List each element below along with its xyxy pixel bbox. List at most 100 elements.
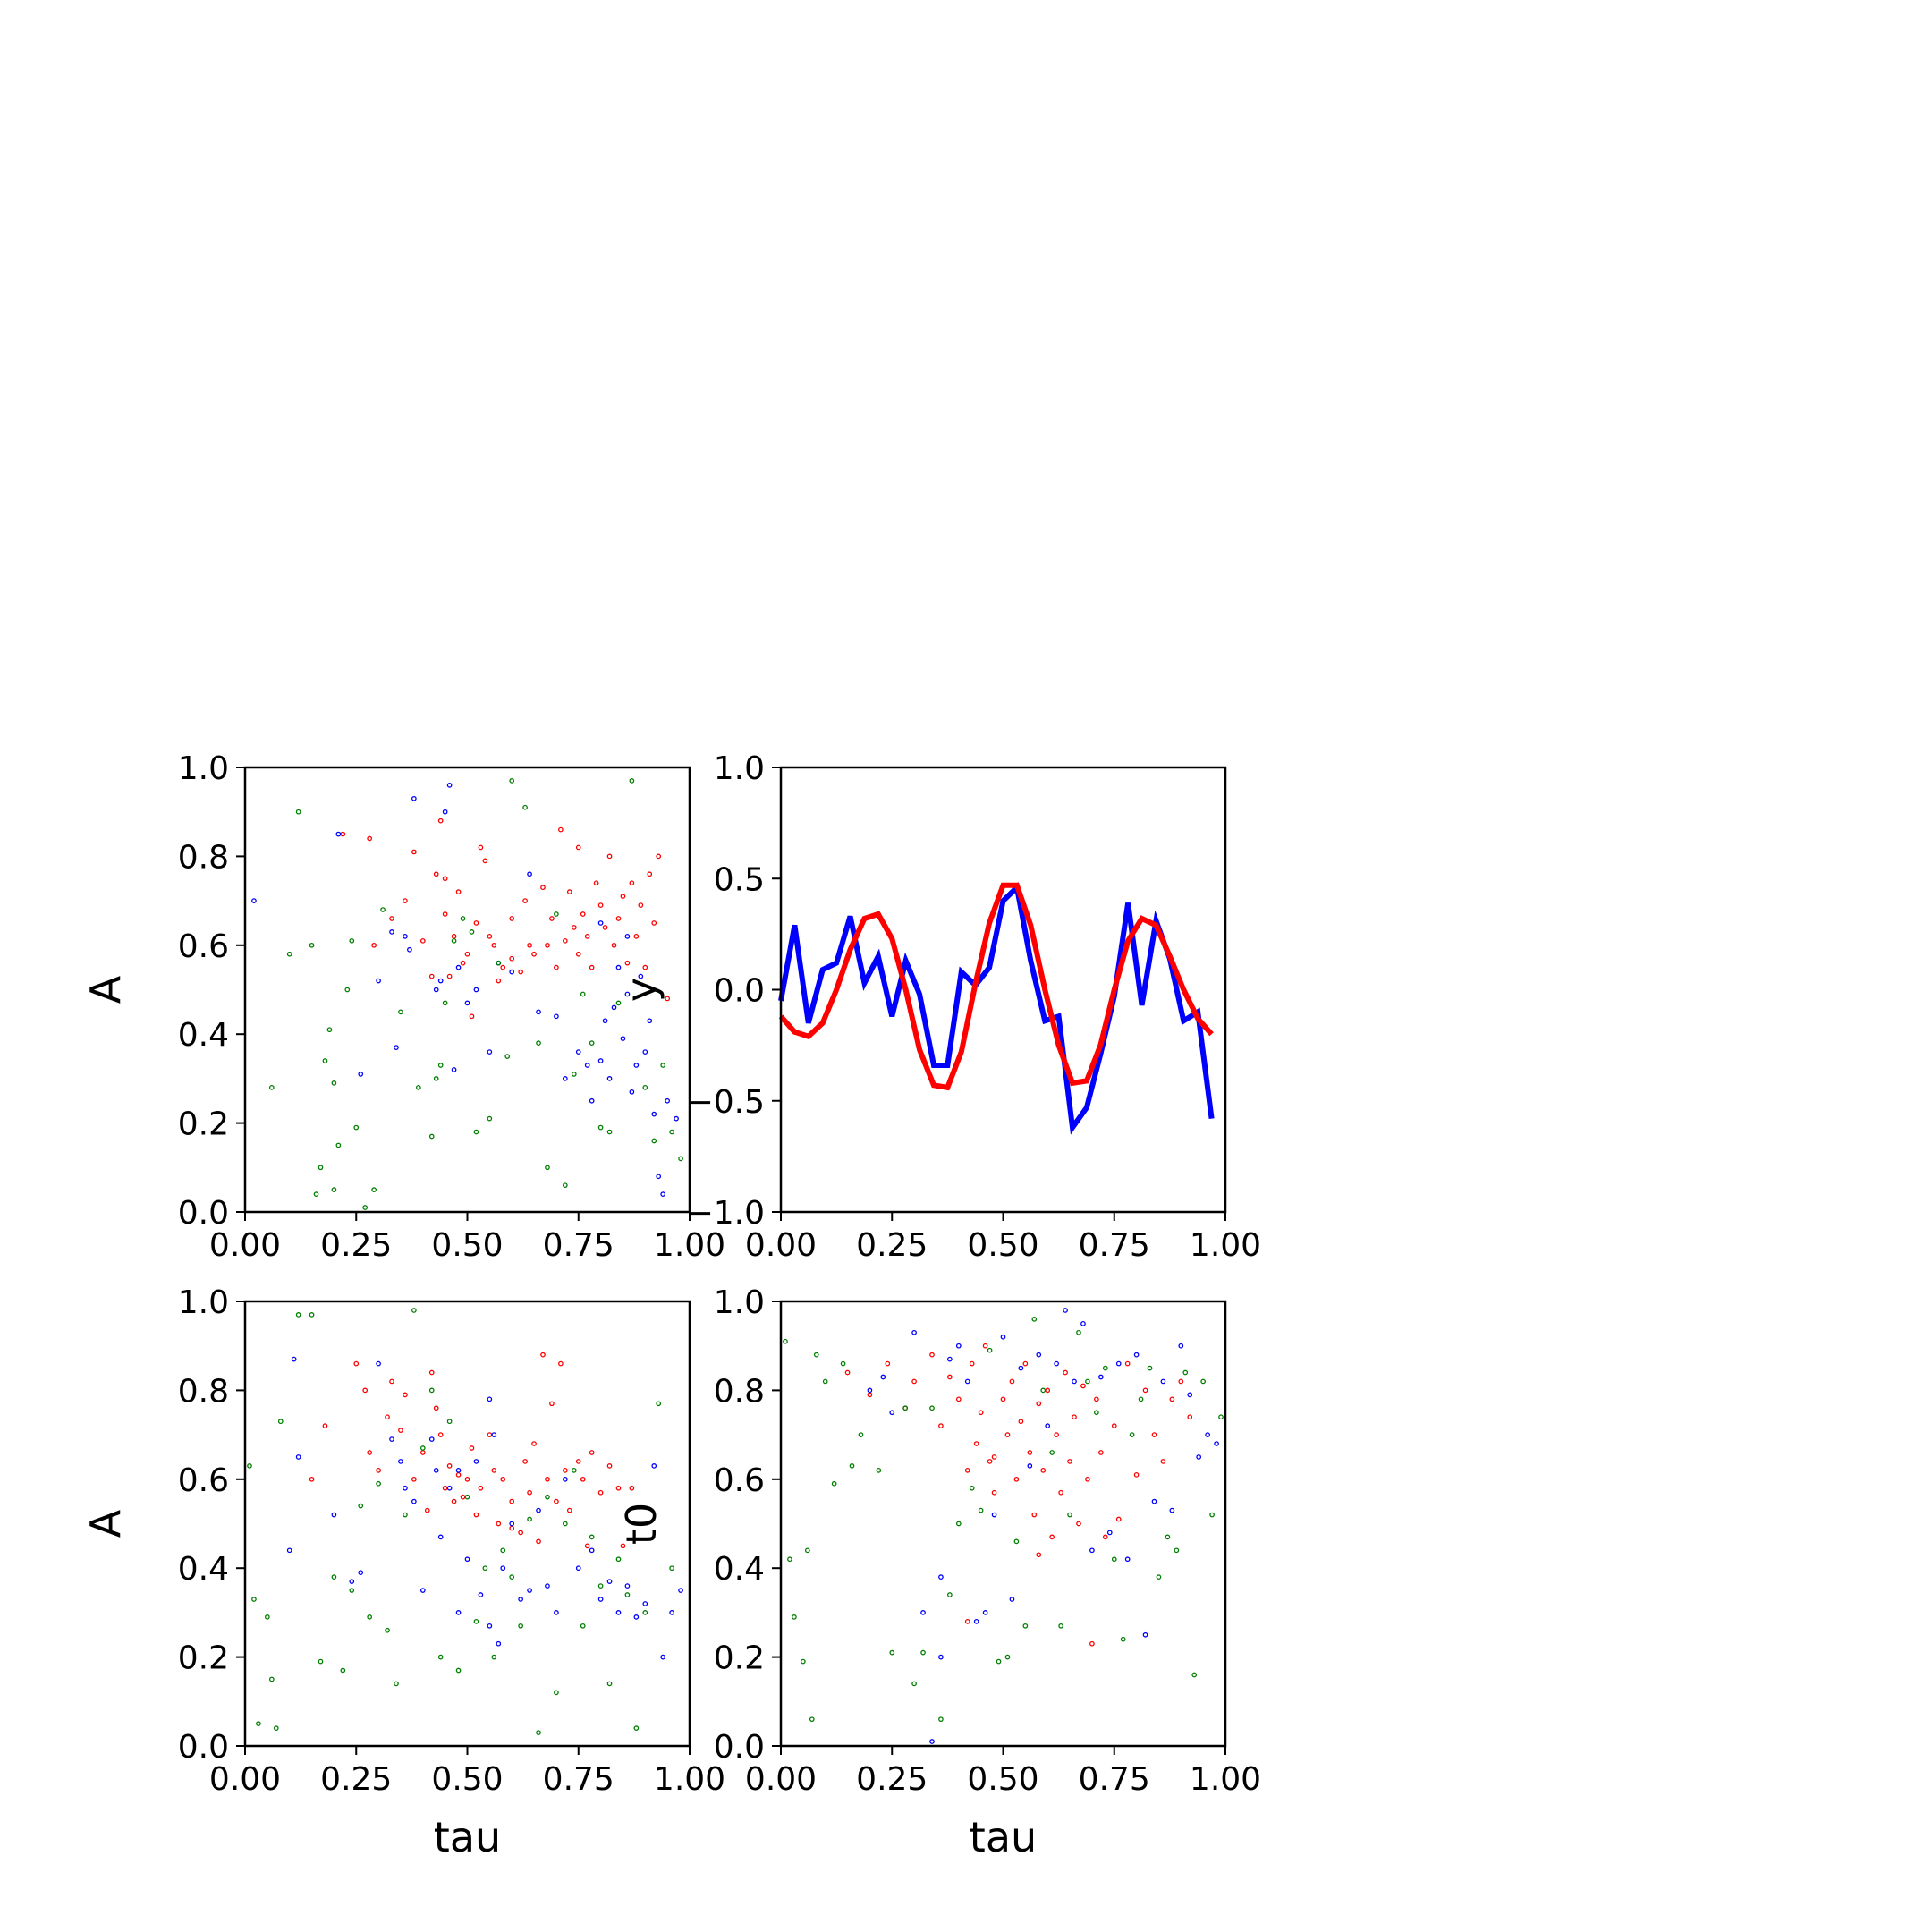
scatter-point-red bbox=[473, 920, 479, 926]
scatter-point-red bbox=[629, 880, 635, 886]
scatter-point-red bbox=[536, 1538, 541, 1545]
scatter-point-green bbox=[411, 1308, 417, 1313]
scatter-point-green bbox=[902, 1405, 909, 1411]
scatter-point-green bbox=[344, 987, 351, 993]
scatter-point-red bbox=[446, 1463, 453, 1469]
scatter-point-red bbox=[593, 880, 599, 886]
scatter-point-blue bbox=[487, 1396, 493, 1402]
x-tick-label: 0.50 bbox=[967, 1761, 1038, 1798]
scatter-point-blue bbox=[642, 1601, 648, 1606]
scatter-point-red bbox=[469, 1445, 475, 1451]
scatter-point-blue bbox=[527, 871, 532, 877]
scatter-point-green bbox=[840, 1360, 846, 1367]
scatter-point-green bbox=[398, 1009, 403, 1015]
scatter-point-green bbox=[509, 1574, 515, 1580]
scatter-point-red bbox=[322, 1423, 328, 1429]
scatter-point-green bbox=[642, 1610, 648, 1615]
scatter-point-green bbox=[831, 1480, 837, 1487]
scatter-point-red bbox=[428, 973, 435, 979]
scatter-point-blue bbox=[376, 1360, 381, 1367]
scatter-point-red bbox=[982, 1343, 988, 1349]
scatter-point-green bbox=[402, 1512, 408, 1518]
scatter-point-red bbox=[973, 1441, 979, 1446]
scatter-point-red bbox=[540, 885, 546, 891]
scatter-point-red bbox=[482, 858, 488, 864]
y-tick-label: 0.2 bbox=[178, 1640, 229, 1677]
scatter-point-red bbox=[522, 898, 528, 903]
scatter-point-blue bbox=[1106, 1530, 1113, 1536]
scatter-point-red bbox=[424, 1507, 430, 1513]
scatter-point-blue bbox=[455, 1610, 462, 1615]
scatter-point-red bbox=[1080, 1383, 1086, 1389]
scatter-point-green bbox=[313, 1191, 319, 1197]
scatter-point-blue bbox=[473, 1459, 479, 1464]
scatter-point-green bbox=[500, 1547, 506, 1554]
scatter-point-red bbox=[575, 844, 581, 851]
scatter-point-green bbox=[911, 1681, 917, 1687]
scatter-point-red bbox=[500, 1476, 506, 1482]
scatter-point-red bbox=[549, 916, 555, 921]
y-tick-label: 0.8 bbox=[178, 1373, 229, 1410]
scatter-point-blue bbox=[437, 978, 444, 984]
scatter-point-red bbox=[496, 1521, 502, 1527]
scatter-point-red bbox=[1058, 1489, 1063, 1496]
scatter-point-blue bbox=[291, 1356, 297, 1362]
scatter-point-blue bbox=[1027, 1463, 1033, 1469]
scatter-point-green bbox=[536, 1730, 541, 1735]
scatter-point-blue bbox=[251, 898, 257, 903]
x-tick-label: 0.75 bbox=[1079, 1761, 1150, 1798]
y-tick-label: 1.0 bbox=[714, 1284, 765, 1321]
scatter-point-green bbox=[353, 1124, 360, 1131]
scatter-point-red bbox=[1094, 1396, 1099, 1402]
scatter-point-blue bbox=[433, 1468, 439, 1473]
scatter-point-blue bbox=[1142, 1631, 1148, 1638]
scatter-point-red bbox=[433, 871, 439, 877]
scatter-point-green bbox=[509, 778, 515, 784]
scatter-point-green bbox=[624, 1592, 631, 1597]
scatter-point-red bbox=[469, 1013, 475, 1020]
scatter-point-red bbox=[367, 835, 373, 842]
scatter-point-blue bbox=[597, 1058, 604, 1063]
scatter-point-red bbox=[615, 916, 622, 921]
y-tick-label: 0.0 bbox=[714, 973, 765, 1010]
scatter-point-green bbox=[929, 1405, 935, 1411]
scatter-point-red bbox=[411, 1476, 417, 1482]
scatter-point-green bbox=[1200, 1378, 1207, 1385]
scatter-point-red bbox=[1000, 1396, 1006, 1402]
scatter-point-green bbox=[380, 907, 386, 912]
scatter-point-blue bbox=[982, 1610, 988, 1615]
scatter-point-blue bbox=[678, 1588, 683, 1593]
scatter-point-red bbox=[1089, 1640, 1095, 1647]
scatter-point-blue bbox=[638, 973, 644, 979]
scatter-point-green bbox=[1182, 1369, 1189, 1376]
scatter-point-blue bbox=[428, 1436, 435, 1442]
scatter-point-blue bbox=[1160, 1378, 1166, 1385]
scatter-point-green bbox=[268, 1084, 275, 1090]
scatter-point-green bbox=[318, 1165, 324, 1171]
x-tick-label: 0.00 bbox=[209, 1761, 281, 1798]
scatter-point-red bbox=[491, 942, 497, 948]
scatter-point-blue bbox=[358, 1570, 364, 1576]
x-tick-label: 0.25 bbox=[320, 1761, 392, 1798]
scatter-point-blue bbox=[376, 978, 381, 984]
scatter-point-red bbox=[442, 876, 448, 882]
scatter-point-blue bbox=[1072, 1378, 1077, 1385]
scatter-point-green bbox=[518, 1623, 523, 1629]
scatter-point-blue bbox=[455, 964, 462, 970]
scatter-point-red bbox=[549, 1401, 555, 1407]
scatter-point-blue bbox=[349, 1579, 355, 1584]
y-tick-label: 0.6 bbox=[178, 1462, 229, 1499]
scatter-point-blue bbox=[606, 1579, 613, 1584]
axes-frame bbox=[243, 1300, 691, 1748]
scatter-point-green bbox=[415, 1084, 421, 1090]
scatter-point-red bbox=[1111, 1423, 1117, 1429]
scatter-point-green bbox=[562, 1182, 568, 1189]
scatter-point-blue bbox=[411, 1498, 417, 1504]
x-tick-label: 0.50 bbox=[431, 1227, 503, 1264]
scatter-point-blue bbox=[1124, 1556, 1131, 1563]
scatter-point-green bbox=[938, 1716, 944, 1723]
scatter-point-green bbox=[295, 809, 301, 815]
scatter-point-green bbox=[813, 1352, 819, 1358]
